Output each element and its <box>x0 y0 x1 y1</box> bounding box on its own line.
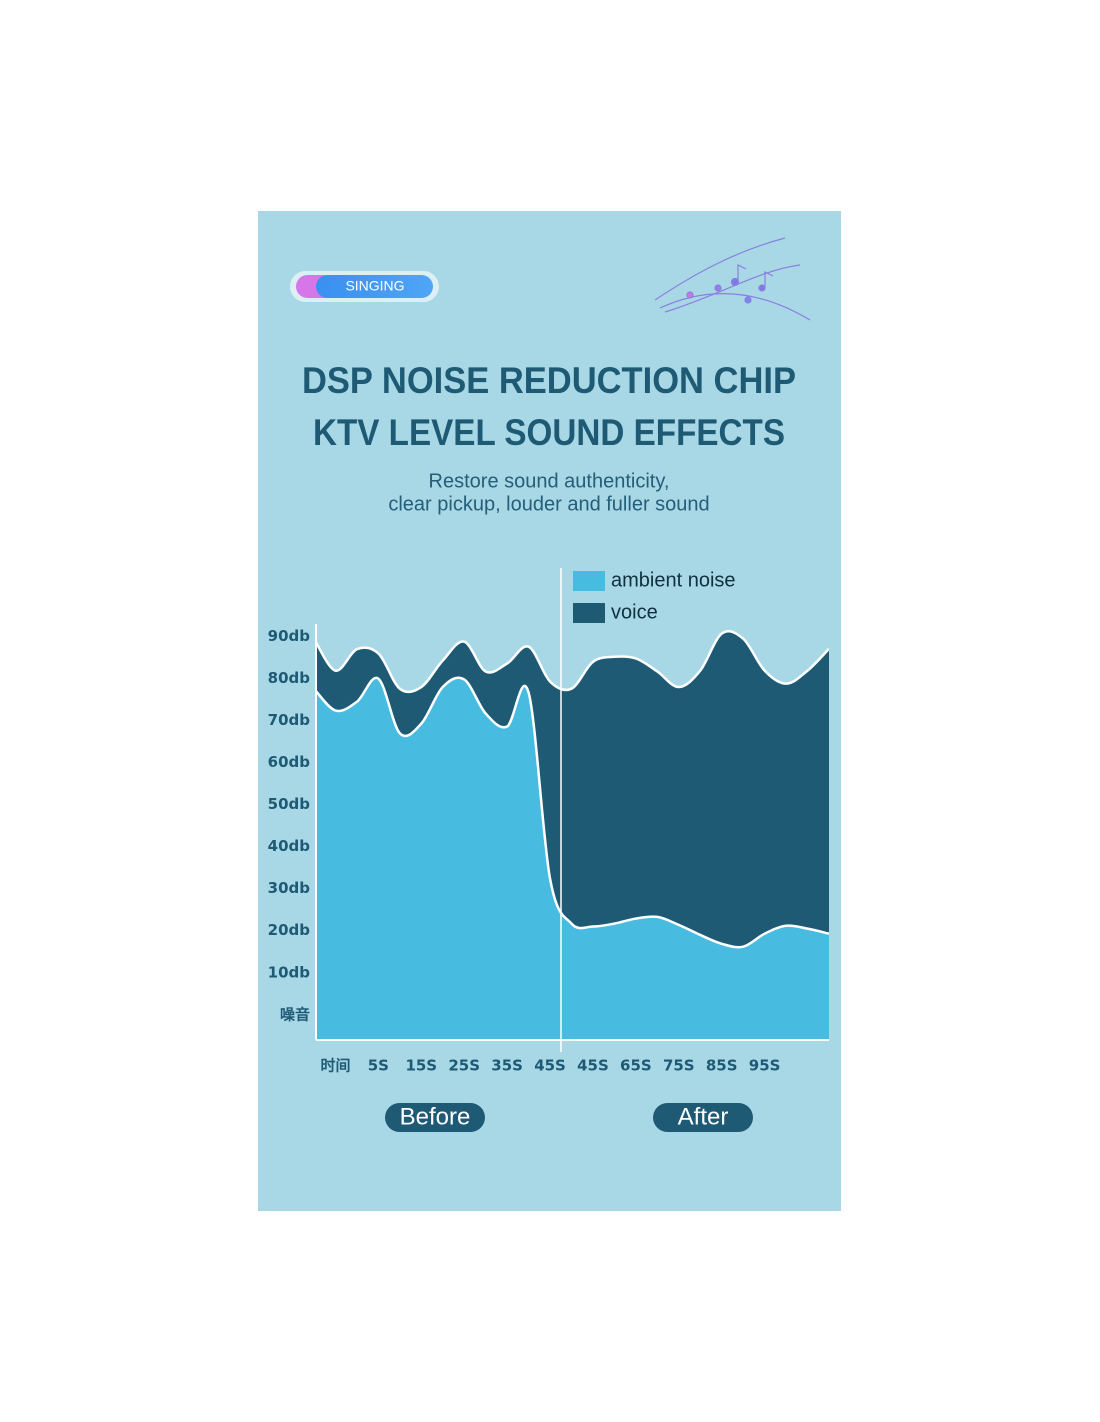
y-tick-label: 60db <box>268 753 311 771</box>
x-tick-label: 85S <box>706 1057 738 1075</box>
before-label: Before <box>400 1103 471 1130</box>
area-line <box>316 676 829 949</box>
y-tick-label: 20db <box>268 921 311 939</box>
chart: 噪音 10db 20db 30db 40db 50db 60db 70db 80db 90db 时间… <box>268 568 829 1075</box>
y-tick-label: 90db <box>268 627 311 645</box>
y-tick-label: 40db <box>268 837 311 855</box>
music-notes <box>654 237 811 321</box>
y-tick-label: 10db <box>268 963 311 981</box>
before-pill <box>385 1103 485 1132</box>
x-tick-label: 35S <box>491 1057 523 1075</box>
y-tick-label: 噪音 <box>280 1005 310 1023</box>
subtitle: Restore sound authenticity, <box>429 470 670 492</box>
x-tick-label: 时间 <box>320 1057 350 1075</box>
area-line <box>316 630 829 694</box>
legend-label: voice <box>611 601 658 623</box>
after-label: After <box>678 1103 729 1130</box>
title: KTV LEVEL SOUND EFFECTS <box>313 412 785 453</box>
x-tick-label: 65S <box>620 1057 652 1075</box>
badge-pill <box>316 275 433 298</box>
legend-swatch <box>573 571 605 591</box>
area <box>316 677 829 1040</box>
subtitle: clear pickup, louder and fuller sound <box>388 493 709 515</box>
badge: SINGING <box>345 278 404 294</box>
x-tick-label: 95S <box>749 1057 781 1075</box>
y-tick-label: 50db <box>268 795 311 813</box>
title: DSP NOISE REDUCTION CHIP <box>302 360 796 401</box>
after-pill <box>653 1103 753 1132</box>
y-tick-label: 80db <box>268 669 311 687</box>
legend-swatch <box>573 603 605 623</box>
y-tick-label: 70db <box>268 711 311 729</box>
x-tick-label: 15S <box>405 1057 437 1075</box>
x-tick-label: 45S <box>577 1057 609 1075</box>
x-tick-label: 75S <box>663 1057 695 1075</box>
x-tick-label: 45S <box>534 1057 566 1075</box>
legend-label: ambient noise <box>611 569 736 591</box>
y-tick-label: 30db <box>268 879 311 897</box>
x-tick-label: 25S <box>448 1057 480 1075</box>
x-tick-label: 5S <box>368 1057 389 1075</box>
